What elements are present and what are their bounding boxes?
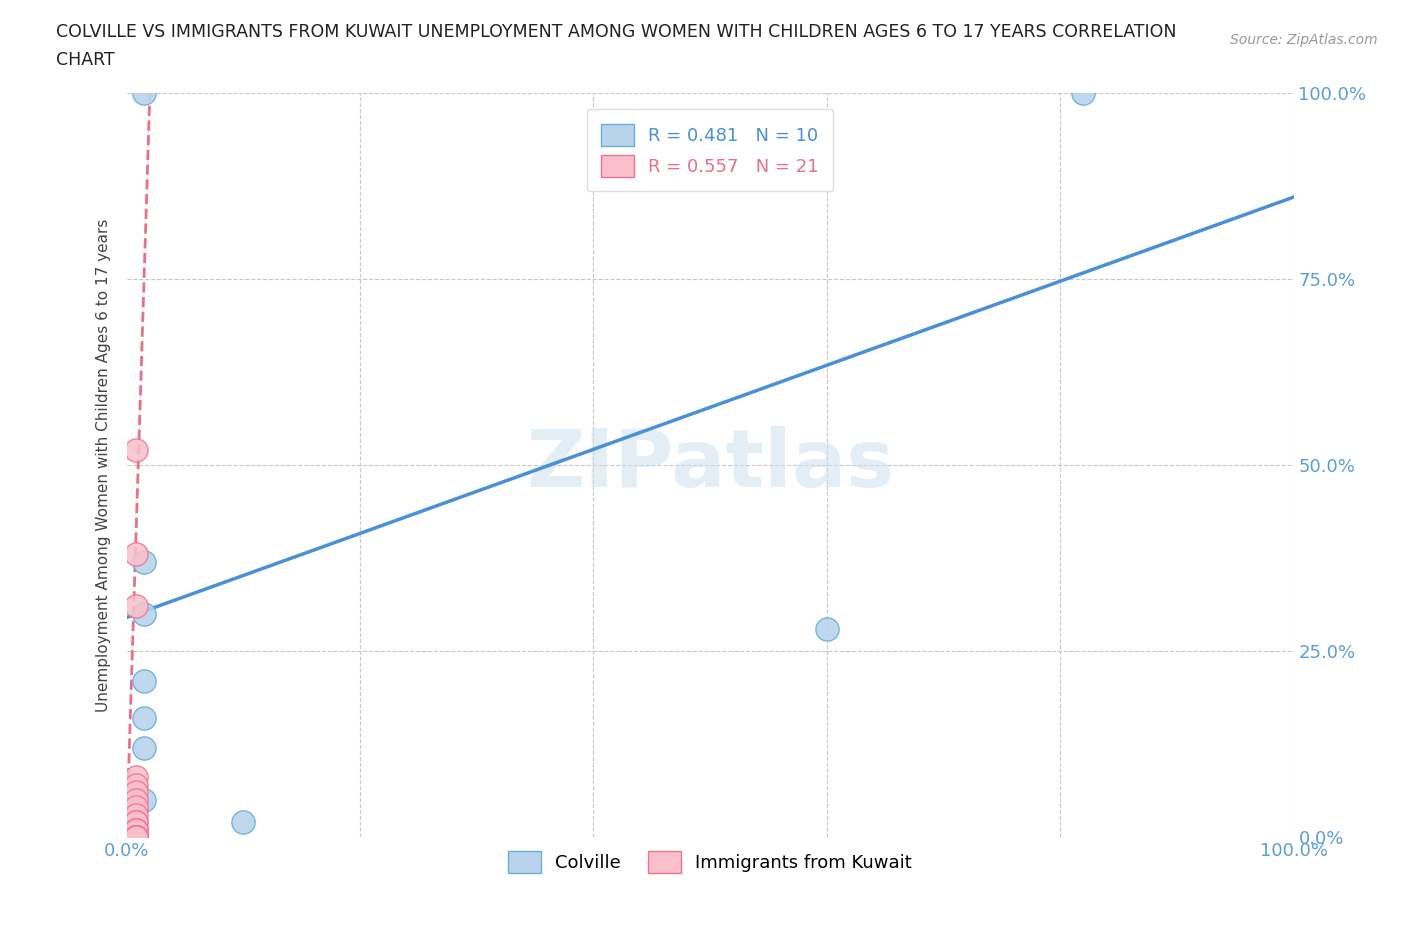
Legend: Colville, Immigrants from Kuwait: Colville, Immigrants from Kuwait — [501, 844, 920, 880]
Point — [125, 830, 148, 844]
Y-axis label: Unemployment Among Women with Children Ages 6 to 17 years: Unemployment Among Women with Children A… — [96, 219, 111, 711]
Point — [132, 606, 155, 621]
Point — [132, 86, 155, 100]
Point — [125, 443, 148, 458]
Point — [125, 830, 148, 844]
Point — [125, 547, 148, 562]
Point — [125, 822, 148, 837]
Point — [125, 770, 148, 785]
Point — [125, 800, 148, 815]
Point — [125, 830, 148, 844]
Point — [125, 815, 148, 830]
Point — [132, 711, 155, 725]
Point — [132, 554, 155, 569]
Text: Source: ZipAtlas.com: Source: ZipAtlas.com — [1230, 33, 1378, 46]
Point — [125, 815, 148, 830]
Point — [132, 673, 155, 688]
Point — [125, 807, 148, 822]
Point — [132, 740, 155, 755]
Point — [125, 822, 148, 837]
Point — [1073, 86, 1095, 100]
Point — [125, 599, 148, 614]
Point — [125, 830, 148, 844]
Point — [125, 785, 148, 800]
Point — [125, 792, 148, 807]
Point — [132, 792, 155, 807]
Text: COLVILLE VS IMMIGRANTS FROM KUWAIT UNEMPLOYMENT AMONG WOMEN WITH CHILDREN AGES 6: COLVILLE VS IMMIGRANTS FROM KUWAIT UNEMP… — [56, 23, 1177, 41]
Point — [125, 830, 148, 844]
Point — [125, 830, 148, 844]
Point — [815, 621, 838, 636]
Point — [125, 777, 148, 792]
Point — [125, 830, 148, 844]
Point — [125, 822, 148, 837]
Point — [232, 815, 254, 830]
Text: CHART: CHART — [56, 51, 115, 69]
Text: ZIPatlas: ZIPatlas — [526, 426, 894, 504]
